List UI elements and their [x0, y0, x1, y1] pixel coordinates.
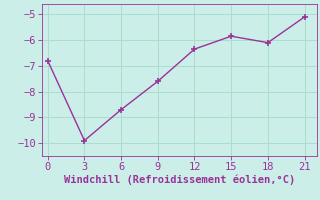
X-axis label: Windchill (Refroidissement éolien,°C): Windchill (Refroidissement éolien,°C): [64, 174, 295, 185]
